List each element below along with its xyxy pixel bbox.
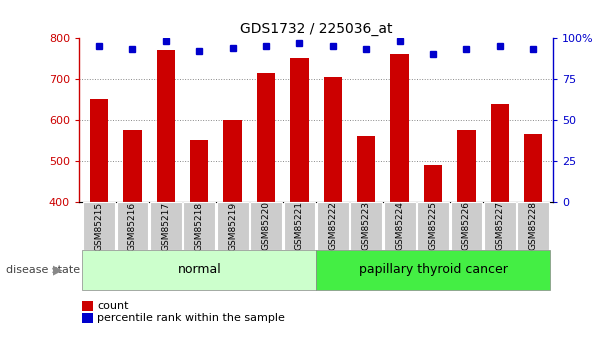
Text: GSM85220: GSM85220 (261, 201, 271, 250)
Bar (517, 202, 549, 250)
Text: count: count (97, 301, 129, 310)
Bar (350, 202, 382, 250)
Text: GSM85227: GSM85227 (496, 201, 505, 250)
Text: GSM85217: GSM85217 (161, 201, 170, 250)
Bar (224, 120, 242, 202)
Text: normal: normal (178, 264, 221, 276)
Bar (150, 202, 182, 250)
Bar (451, 202, 482, 250)
Text: ▶: ▶ (53, 264, 63, 276)
Bar (90, 99, 108, 202)
Text: GSM85226: GSM85226 (462, 201, 471, 250)
Bar (290, 58, 309, 202)
Text: GSM85218: GSM85218 (195, 201, 204, 250)
Text: GSM85223: GSM85223 (362, 201, 371, 250)
Text: GSM85219: GSM85219 (228, 201, 237, 250)
Bar (316, 250, 550, 290)
Text: GSM85224: GSM85224 (395, 201, 404, 250)
Bar (417, 202, 449, 250)
Text: GSM85216: GSM85216 (128, 201, 137, 250)
Bar (424, 165, 442, 202)
Bar (184, 202, 215, 250)
Text: papillary thyroid cancer: papillary thyroid cancer (359, 264, 508, 276)
Bar (190, 140, 209, 202)
Text: GSM85225: GSM85225 (429, 201, 438, 250)
Text: GSM85215: GSM85215 (95, 201, 103, 250)
Bar (384, 202, 415, 250)
Text: GSM85222: GSM85222 (328, 201, 337, 250)
Text: GSM85221: GSM85221 (295, 201, 304, 250)
Bar (82, 250, 316, 290)
Bar (524, 134, 542, 202)
Bar (123, 130, 142, 202)
Bar (257, 73, 275, 202)
Bar (217, 202, 249, 250)
Bar (484, 202, 516, 250)
Bar (323, 77, 342, 202)
Bar (491, 104, 509, 202)
Bar (117, 202, 148, 250)
Bar (457, 130, 475, 202)
Bar (390, 54, 409, 202)
Text: GSM85228: GSM85228 (529, 201, 537, 250)
Text: disease state: disease state (6, 265, 80, 275)
Bar (83, 202, 115, 250)
Bar (157, 50, 175, 202)
Title: GDS1732 / 225036_at: GDS1732 / 225036_at (240, 21, 392, 36)
Bar (283, 202, 316, 250)
Bar (357, 136, 375, 202)
Bar (317, 202, 349, 250)
Bar (250, 202, 282, 250)
Text: percentile rank within the sample: percentile rank within the sample (97, 313, 285, 323)
